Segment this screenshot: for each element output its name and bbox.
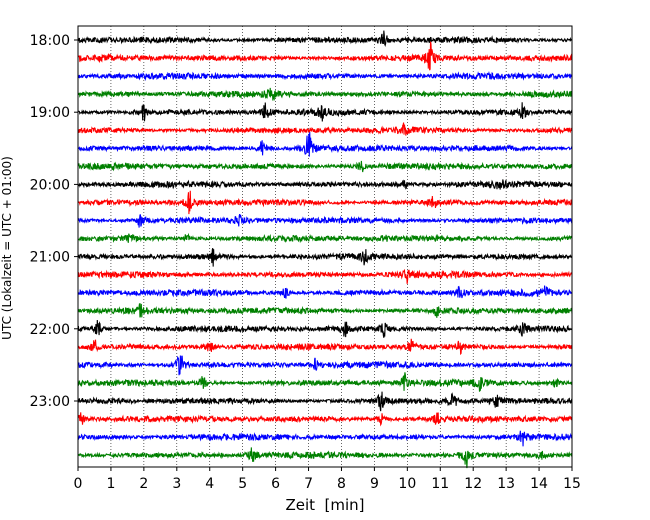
seismic-trace (77, 232, 573, 244)
y-tick-label: 21:00 (30, 250, 70, 266)
seismic-trace (77, 447, 573, 469)
seismic-trace (77, 213, 573, 228)
seismic-trace (77, 102, 573, 122)
seismic-trace (77, 372, 573, 392)
x-tick-label: 11 (431, 476, 449, 492)
seismic-trace (77, 41, 573, 71)
x-tick-label: 1 (106, 476, 115, 492)
x-axis-label: Zeit [min] (285, 496, 364, 514)
seismic-trace (77, 30, 573, 48)
x-tick-label: 6 (271, 476, 280, 492)
x-tick-label: 0 (74, 476, 83, 492)
seismic-trace (77, 430, 573, 447)
seismic-trace (77, 391, 573, 412)
y-tick-label: 18:00 (30, 33, 70, 49)
x-tick-label: 3 (172, 476, 181, 492)
x-tick-label: 9 (370, 476, 379, 492)
seismic-trace (77, 160, 573, 173)
trace-group (77, 30, 573, 469)
x-tick-label: 2 (139, 476, 148, 492)
seismic-trace (77, 71, 573, 82)
x-axis-ticks: 0 1 2 3 4 5 6 7 8 9 10 11 12 13 14 15 (74, 467, 581, 492)
seismic-trace (77, 122, 573, 136)
x-tick-label: 14 (530, 476, 548, 492)
seismic-trace (77, 285, 573, 299)
x-tick-label: 4 (205, 476, 214, 492)
seismic-trace (77, 179, 573, 190)
seismic-trace (77, 268, 573, 284)
x-tick-label: 15 (563, 476, 581, 492)
x-tick-label: 12 (464, 476, 482, 492)
y-tick-label: 19:00 (30, 105, 70, 121)
seismic-trace (77, 412, 573, 427)
seismic-trace (77, 87, 573, 102)
x-tick-label: 7 (304, 476, 313, 492)
seismic-trace (77, 338, 573, 356)
x-tick-label: 10 (398, 476, 416, 492)
y-tick-label: 23:00 (30, 394, 70, 410)
seismic-trace (77, 319, 573, 338)
x-tick-label: 8 (337, 476, 346, 492)
y-tick-label: 20:00 (30, 177, 70, 193)
seismic-trace (77, 355, 573, 376)
seismic-trace (77, 132, 573, 157)
y-tick-label: 22:00 (30, 322, 70, 338)
seismic-trace (77, 248, 573, 267)
x-tick-label: 13 (497, 476, 515, 492)
plot-frame (77, 25, 573, 468)
y-axis-ticks: 18:00 19:00 20:00 21:00 22:00 23:00 (30, 33, 78, 410)
seismic-trace (77, 303, 573, 318)
seismic-trace (77, 190, 573, 215)
x-tick-label: 5 (238, 476, 247, 492)
y-axis-label: UTC (Lokalzeit = UTC + 01:00) (0, 156, 14, 340)
